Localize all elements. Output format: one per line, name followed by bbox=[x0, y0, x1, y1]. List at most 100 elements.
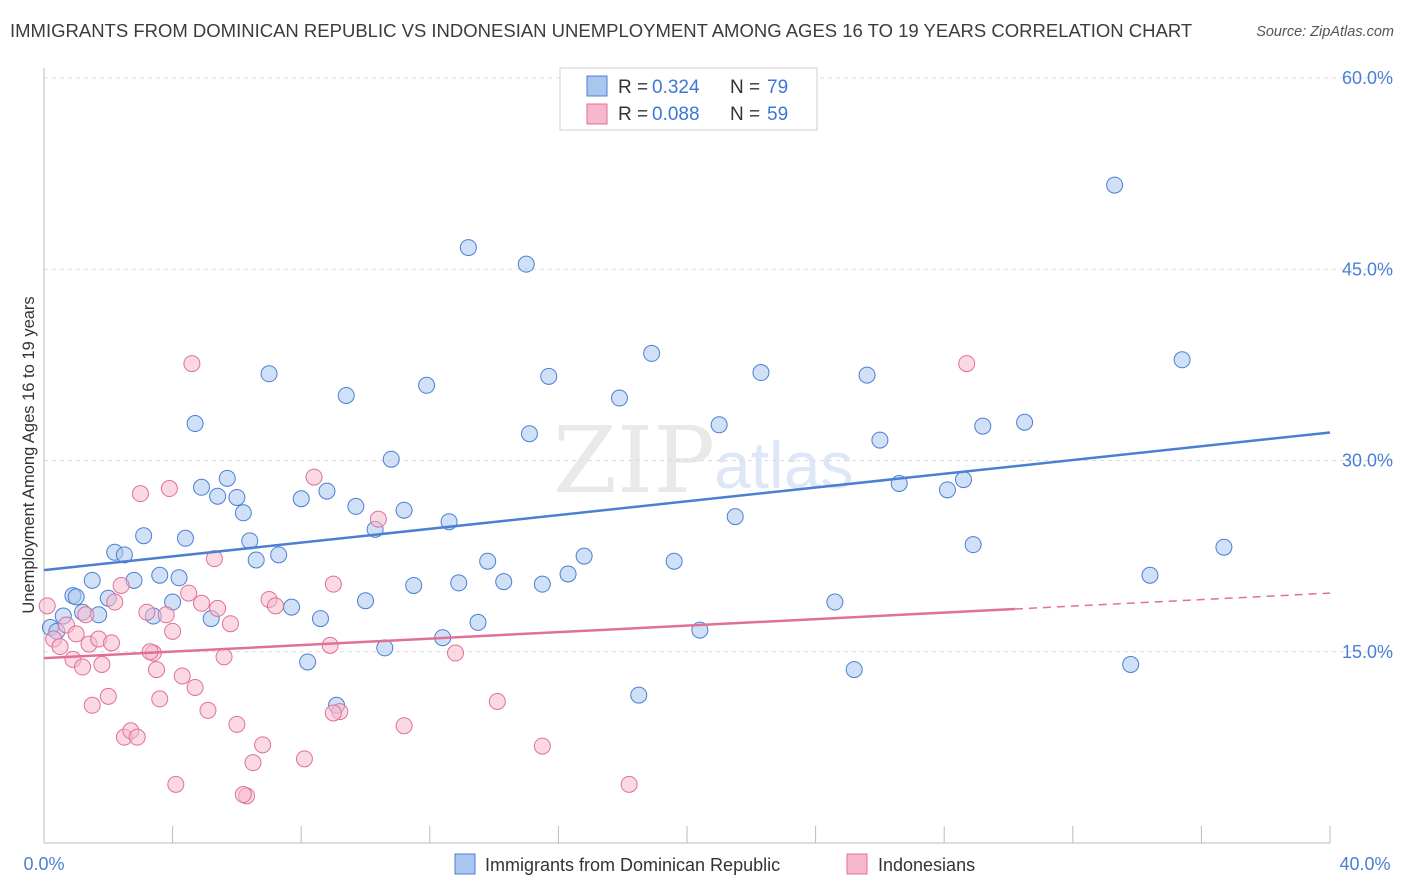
point-dominican-17 bbox=[176, 529, 194, 547]
point-indonesian-49 bbox=[533, 737, 551, 755]
point-dominican-62 bbox=[710, 416, 728, 434]
point-indonesian-33 bbox=[221, 615, 239, 633]
point-dominican-19 bbox=[193, 478, 211, 496]
point-dominican-67 bbox=[858, 366, 876, 384]
legend-n-value-pink: 59 bbox=[767, 104, 788, 125]
source-credit: Source: ZipAtlas.com bbox=[1256, 24, 1394, 40]
point-indonesian-32 bbox=[215, 648, 233, 666]
point-dominican-14 bbox=[151, 566, 169, 584]
point-indonesian-56 bbox=[77, 606, 95, 624]
point-dominican-22 bbox=[218, 469, 236, 487]
point-dominican-60 bbox=[665, 552, 683, 570]
gridlines bbox=[44, 77, 1393, 653]
point-indonesian-40 bbox=[295, 750, 313, 768]
point-indonesian-53 bbox=[324, 704, 342, 722]
point-dominican-35 bbox=[337, 386, 355, 404]
point-dominican-40 bbox=[382, 450, 400, 468]
point-dominican-77 bbox=[1141, 566, 1159, 584]
point-indonesian-51 bbox=[167, 775, 185, 793]
point-indonesian-27 bbox=[183, 355, 201, 373]
point-indonesian-36 bbox=[244, 754, 262, 772]
point-indonesian-17 bbox=[131, 485, 149, 503]
point-indonesian-47 bbox=[447, 644, 465, 662]
point-dominican-41 bbox=[395, 501, 413, 519]
bottom-legend-label-pink: Indonesians bbox=[878, 855, 975, 875]
point-dominican-65 bbox=[826, 593, 844, 611]
legend-r-value-pink: 0.088 bbox=[652, 104, 700, 125]
point-indonesian-52 bbox=[234, 786, 252, 804]
point-dominican-47 bbox=[459, 239, 477, 257]
point-dominican-79 bbox=[1215, 538, 1233, 556]
point-indonesian-24 bbox=[164, 622, 182, 640]
y-tick-label-60: 60.0% bbox=[1342, 68, 1393, 88]
point-indonesian-46 bbox=[395, 717, 413, 735]
point-dominican-4 bbox=[67, 588, 85, 606]
point-dominican-63 bbox=[726, 508, 744, 526]
point-indonesian-43 bbox=[324, 575, 342, 593]
point-dominican-73 bbox=[974, 417, 992, 435]
point-indonesian-5 bbox=[67, 625, 85, 643]
point-dominican-54 bbox=[540, 367, 558, 385]
point-indonesian-58 bbox=[958, 355, 976, 373]
point-indonesian-13 bbox=[112, 576, 130, 594]
trend-line-indonesian-extrapolated bbox=[1014, 592, 1331, 610]
point-dominican-55 bbox=[559, 565, 577, 583]
legend-n-label-pink: N = bbox=[730, 104, 760, 125]
series-dominican-republic bbox=[41, 176, 1233, 714]
point-indonesian-6 bbox=[74, 658, 92, 676]
point-indonesian-11 bbox=[99, 687, 117, 705]
point-indonesian-18 bbox=[138, 603, 156, 621]
legend-r-label-pink: R = bbox=[618, 104, 648, 125]
point-dominican-48 bbox=[469, 613, 487, 631]
point-indonesian-10 bbox=[93, 656, 111, 673]
point-dominican-51 bbox=[517, 255, 535, 273]
point-dominican-49 bbox=[479, 552, 497, 570]
point-dominican-24 bbox=[234, 504, 252, 522]
point-indonesian-50 bbox=[620, 775, 638, 793]
point-indonesian-0 bbox=[38, 597, 56, 615]
x-tick-label-min: 0.0% bbox=[23, 854, 64, 874]
point-indonesian-39 bbox=[266, 597, 284, 615]
point-dominican-31 bbox=[299, 653, 317, 671]
point-dominican-59 bbox=[643, 344, 661, 362]
point-dominican-57 bbox=[610, 389, 628, 407]
correlation-legend: R = 0.324 N = 79 R = 0.088 N = 59 bbox=[559, 67, 818, 131]
legend-swatch-blue bbox=[586, 75, 608, 97]
point-dominican-52 bbox=[520, 425, 538, 443]
point-indonesian-23 bbox=[160, 480, 178, 498]
point-dominican-18 bbox=[186, 415, 204, 433]
point-dominican-26 bbox=[247, 551, 265, 569]
point-indonesian-16 bbox=[128, 728, 146, 746]
bottom-legend-swatch-blue bbox=[454, 853, 476, 875]
trend-line-dominican bbox=[43, 431, 1331, 572]
point-dominican-43 bbox=[418, 376, 436, 394]
point-indonesian-42 bbox=[321, 636, 339, 654]
point-dominican-6 bbox=[83, 571, 101, 589]
y-tick-label-30: 30.0% bbox=[1342, 451, 1393, 471]
point-dominican-12 bbox=[135, 527, 153, 545]
point-indonesian-25 bbox=[173, 667, 191, 685]
y-axis-tick-labels: 15.0% 30.0% 45.0% 60.0% bbox=[1342, 68, 1393, 662]
point-dominican-30 bbox=[292, 490, 310, 508]
point-dominican-23 bbox=[228, 488, 246, 506]
x-tick-label-max: 40.0% bbox=[1339, 854, 1390, 874]
point-indonesian-12 bbox=[106, 593, 124, 611]
bottom-legend-label-blue: Immigrants from Dominican Republic bbox=[485, 855, 780, 875]
point-indonesian-28 bbox=[186, 678, 204, 696]
bottom-legend-swatch-pink bbox=[846, 853, 868, 875]
trend-lines bbox=[43, 431, 1331, 660]
point-dominican-27 bbox=[260, 365, 278, 383]
point-dominican-68 bbox=[871, 431, 889, 449]
point-dominican-72 bbox=[964, 536, 982, 554]
watermark-zip: ZIP bbox=[553, 407, 715, 514]
y-tick-label-45: 45.0% bbox=[1342, 259, 1393, 279]
watermark-atlas: atlas bbox=[714, 428, 853, 502]
point-dominican-74 bbox=[1016, 413, 1034, 431]
point-dominican-75 bbox=[1106, 176, 1124, 194]
point-indonesian-8 bbox=[83, 696, 101, 714]
point-dominican-10 bbox=[115, 546, 133, 564]
legend-swatch-pink bbox=[586, 103, 608, 125]
point-indonesian-2 bbox=[51, 638, 69, 656]
point-dominican-28 bbox=[270, 546, 288, 564]
